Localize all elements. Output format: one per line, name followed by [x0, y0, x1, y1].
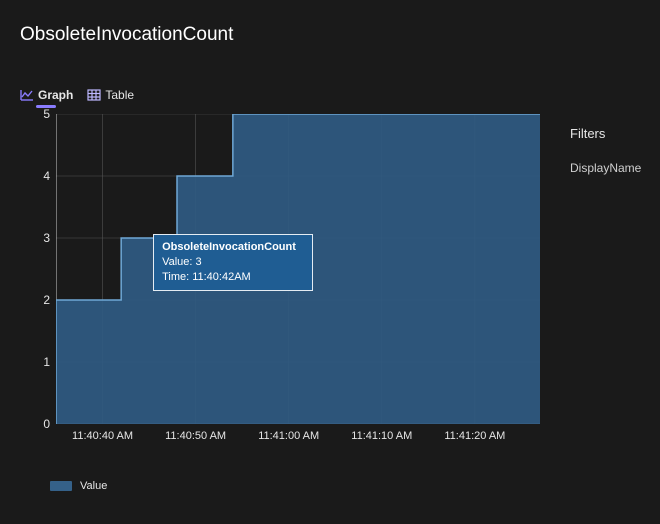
- graph-icon: [20, 89, 34, 101]
- filter-item-displayname[interactable]: DisplayName: [570, 161, 650, 175]
- filters-panel: Filters DisplayName: [570, 126, 650, 175]
- x-tick-label: 11:41:00 AM: [258, 430, 319, 442]
- tab-graph[interactable]: Graph: [20, 88, 73, 106]
- tab-table[interactable]: Table: [87, 88, 134, 106]
- table-icon: [87, 89, 101, 101]
- tab-graph-label: Graph: [38, 88, 73, 102]
- filters-title: Filters: [570, 126, 650, 141]
- page-title: ObsoleteInvocationCount: [20, 24, 233, 46]
- tooltip-value: Value: 3: [162, 255, 304, 270]
- x-tick-label: 11:40:50 AM: [165, 430, 226, 442]
- tooltip-title: ObsoleteInvocationCount: [162, 240, 304, 255]
- y-tick-label: 2: [43, 293, 50, 307]
- y-tick-label: 4: [43, 169, 50, 183]
- legend: Value: [50, 480, 107, 492]
- tooltip-time: Time: 11:40:42AM: [162, 270, 304, 285]
- legend-swatch: [50, 481, 72, 491]
- tab-table-label: Table: [105, 88, 134, 102]
- chart-tooltip: ObsoleteInvocationCount Value: 3 Time: 1…: [153, 234, 313, 291]
- tabs: Graph Table: [20, 88, 134, 106]
- y-tick-label: 0: [43, 417, 50, 431]
- legend-label: Value: [80, 480, 107, 492]
- y-tick-label: 5: [43, 107, 50, 121]
- x-tick-label: 11:41:10 AM: [351, 430, 412, 442]
- y-tick-label: 1: [43, 355, 50, 369]
- y-tick-label: 3: [43, 231, 50, 245]
- x-tick-label: 11:40:40 AM: [72, 430, 133, 442]
- x-tick-label: 11:41:20 AM: [444, 430, 505, 442]
- chart-area: 012345 11:40:40 AM11:40:50 AM11:41:00 AM…: [20, 114, 540, 464]
